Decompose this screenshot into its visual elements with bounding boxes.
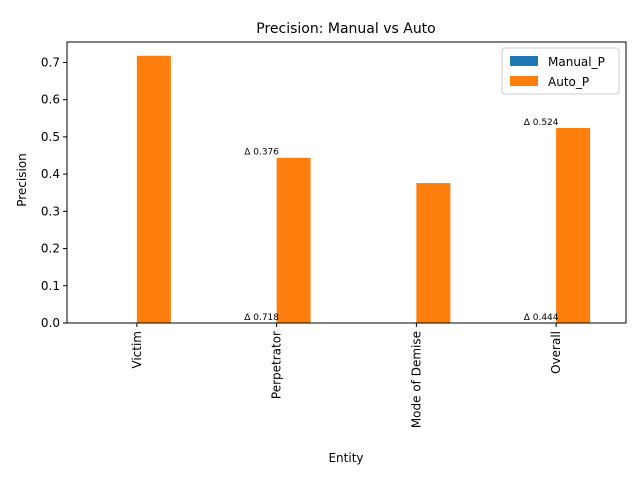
x-tick-label-1: Perpetrator — [270, 331, 284, 399]
data-annotation-0: Δ 0.718 — [244, 313, 279, 323]
legend-swatch-auto-p — [510, 76, 538, 86]
x-tick-label-2: Mode of Demise — [409, 331, 423, 428]
legend: Manual_P Auto_P — [501, 47, 620, 95]
y-tick-label-4: 0.4 — [41, 167, 60, 181]
y-axis-label: Precision — [15, 153, 29, 207]
x-axis-label: Entity — [328, 451, 363, 465]
y-tick-label-3: 0.3 — [41, 204, 60, 218]
y-tick-label-7: 0.7 — [41, 55, 60, 69]
y-tick-label-1: 0.1 — [41, 279, 60, 293]
bar-auto-p-2 — [416, 183, 451, 323]
data-annotation-1: Δ 0.376 — [244, 148, 279, 158]
plot-area: Δ 0.718 Δ 0.376 Δ 0.444 Δ 0.524 0.0 0.1 0.2 0.3… — [41, 41, 627, 428]
data-annotation-2: Δ 0.444 — [524, 313, 559, 323]
legend-swatch-manual-p — [510, 56, 538, 66]
bar-auto-p-3 — [556, 127, 591, 324]
y-tick-label-0: 0.0 — [41, 316, 60, 330]
axes-frame — [66, 41, 627, 324]
x-tick-label-3: Overall — [549, 331, 563, 374]
bar-auto-p-1 — [276, 157, 311, 323]
chart-title: Precision: Manual vs Auto — [256, 21, 436, 37]
legend-label-manual-p: Manual_P — [548, 55, 605, 69]
y-tick-label-6: 0.6 — [41, 93, 60, 107]
legend-label-auto-p: Auto_P — [548, 75, 589, 89]
data-annotation-3: Δ 0.524 — [524, 118, 559, 128]
x-tick-label-0: Victim — [130, 331, 144, 369]
bar-auto-p-0 — [136, 55, 171, 323]
y-tick-label-2: 0.2 — [41, 242, 60, 256]
y-tick-label-5: 0.5 — [41, 130, 60, 144]
